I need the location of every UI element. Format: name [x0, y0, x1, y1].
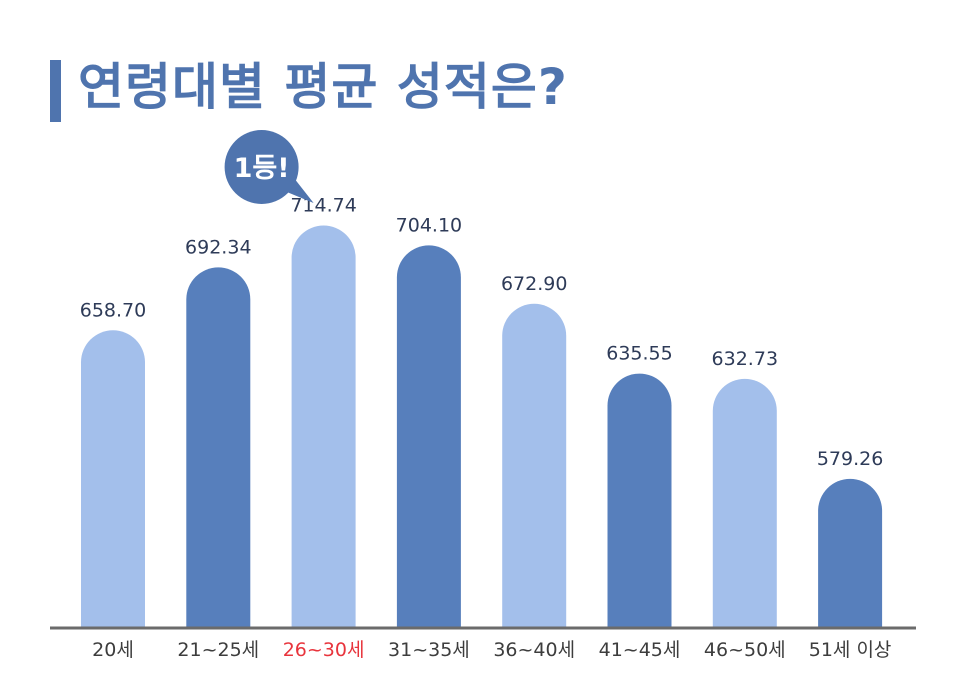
- category-label-8: 51세 이상: [809, 639, 892, 661]
- value-label-8: 579.26: [817, 448, 883, 470]
- value-label-2: 692.34: [185, 236, 251, 258]
- bar-8: [818, 478, 883, 627]
- category-label-7: 46~50세: [704, 639, 786, 661]
- page-title: 연령대별 평균 성적은?: [78, 58, 568, 116]
- bar-5: [502, 303, 567, 627]
- category-label-2: 21~25세: [177, 639, 259, 661]
- value-label-3: 714.74: [290, 195, 356, 217]
- bar-7: [712, 378, 777, 627]
- badge-circle: [224, 130, 299, 204]
- category-label-5: 36~40세: [493, 639, 575, 661]
- bar-1: [81, 330, 145, 627]
- badge-label: 1등!: [234, 153, 290, 184]
- first-place-badge: 1등!: [224, 130, 314, 204]
- bar-3: [291, 225, 356, 627]
- category-label-4: 31~35세: [388, 639, 470, 661]
- bar-2: [186, 267, 251, 627]
- title-accent-bar: [50, 60, 61, 122]
- value-label-5: 672.90: [501, 273, 567, 295]
- value-label-1: 658.70: [80, 299, 146, 321]
- value-label-7: 632.73: [712, 348, 778, 370]
- bar-4: [396, 245, 461, 627]
- bar-6: [607, 373, 672, 627]
- category-label-1: 20세: [92, 639, 134, 661]
- value-label-6: 635.55: [606, 343, 672, 365]
- category-label-3: 26~30세: [283, 639, 365, 661]
- category-label-6: 41~45세: [599, 639, 681, 661]
- value-label-4: 704.10: [396, 214, 462, 236]
